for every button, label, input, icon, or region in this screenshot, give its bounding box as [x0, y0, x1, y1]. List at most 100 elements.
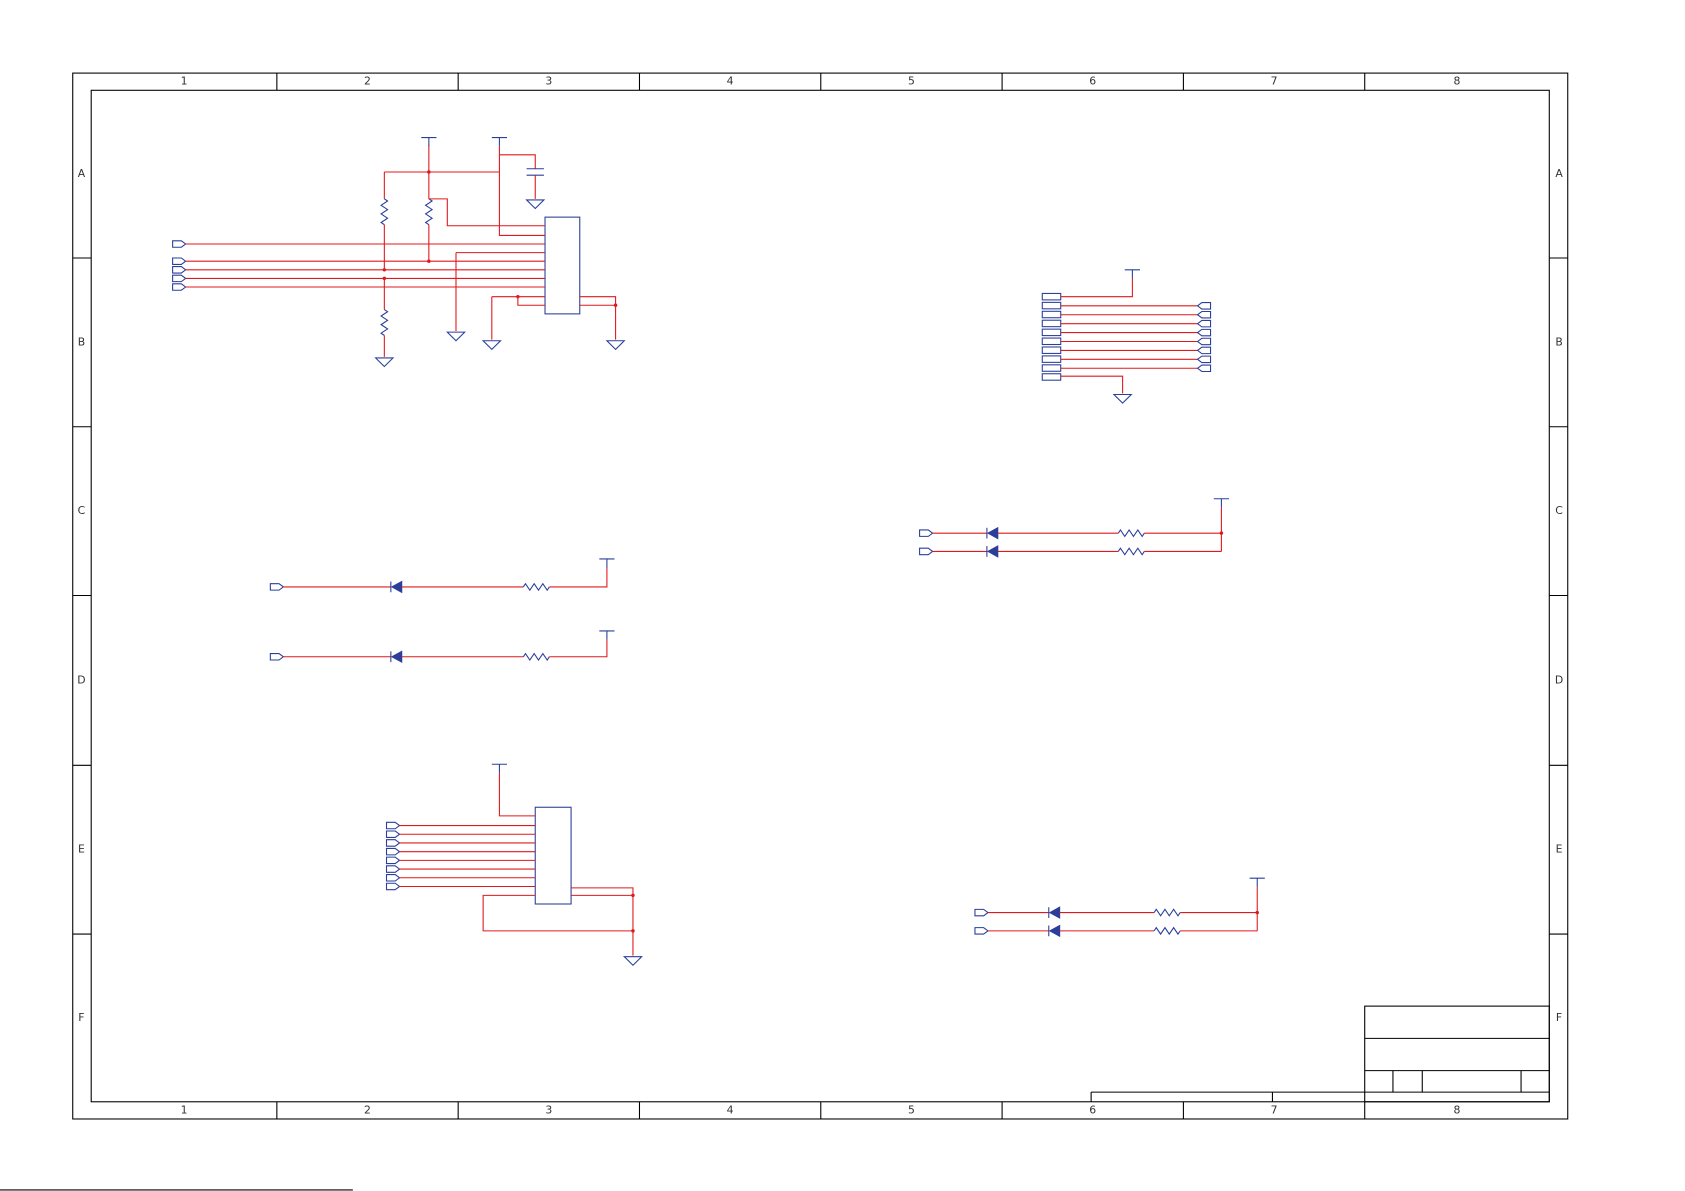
diode [986, 545, 999, 558]
ic [544, 216, 581, 315]
ground [481, 340, 502, 351]
column-label: 6 [1089, 75, 1096, 88]
title-frame [1364, 1005, 1550, 1103]
column-label: 8 [1454, 1103, 1461, 1116]
port [1196, 319, 1212, 328]
junction [1219, 531, 1224, 535]
power [491, 763, 508, 773]
port [172, 274, 187, 283]
resistor [522, 652, 550, 661]
ground [374, 357, 395, 368]
outer-border [72, 72, 1569, 1120]
port [385, 882, 401, 891]
column-label: 5 [908, 75, 915, 88]
column-label: 6 [1089, 1103, 1096, 1116]
connector-pin [1041, 364, 1062, 372]
diode [1048, 924, 1061, 938]
port [172, 240, 187, 248]
connector-pin [1041, 346, 1062, 354]
port [1196, 328, 1212, 337]
port [1196, 310, 1212, 319]
wire [498, 146, 546, 236]
resistor [1153, 908, 1181, 917]
row-label: B [78, 335, 85, 348]
port [269, 583, 285, 591]
wire [579, 296, 617, 340]
row-label: E [1556, 843, 1563, 856]
row-label: D [77, 673, 85, 686]
row-label: F [78, 1011, 84, 1024]
wire [1060, 375, 1124, 394]
column-label: 3 [545, 1103, 552, 1116]
port [974, 908, 989, 917]
port [172, 283, 187, 291]
wire [498, 772, 536, 817]
port [919, 529, 934, 537]
port [1196, 355, 1212, 364]
column-label: 3 [545, 75, 552, 88]
resistor [424, 198, 434, 226]
connector-pin [1041, 355, 1062, 363]
port [1196, 302, 1212, 310]
port [385, 874, 401, 882]
column-label: 1 [181, 1103, 188, 1116]
diode [390, 650, 403, 664]
wire [428, 198, 546, 227]
port [385, 865, 401, 873]
resistor [522, 582, 550, 592]
diode [390, 580, 403, 594]
resistor [380, 309, 389, 336]
ic [534, 806, 572, 905]
ground [525, 199, 546, 210]
junction [427, 259, 431, 263]
resistor [1153, 926, 1181, 936]
power [1249, 877, 1265, 887]
column-label: 4 [727, 75, 734, 88]
column-label: 5 [908, 1103, 915, 1116]
row-label: A [78, 167, 86, 180]
ground [605, 340, 626, 351]
port [172, 257, 187, 265]
column-label: 7 [1271, 75, 1278, 88]
column-label: 1 [181, 75, 188, 88]
junction [516, 294, 520, 299]
port [385, 847, 401, 856]
resistor [380, 198, 389, 226]
row-label: E [78, 843, 85, 856]
power [1213, 498, 1230, 508]
connector-pin [1041, 292, 1062, 301]
resistor [1117, 528, 1145, 538]
junction [382, 268, 387, 272]
connector-pin [1041, 310, 1062, 319]
power [491, 137, 508, 147]
port [974, 927, 989, 935]
title-block [1090, 1005, 1550, 1103]
connector-pin [1041, 301, 1062, 310]
inner-border [90, 89, 1550, 1103]
port [385, 830, 401, 838]
column-label: 2 [364, 75, 371, 88]
junction [382, 276, 387, 281]
row-label: C [78, 504, 86, 517]
port [1196, 337, 1212, 346]
ground [1112, 393, 1133, 404]
wire [571, 887, 634, 956]
junction [427, 170, 431, 174]
row-label: D [1555, 673, 1563, 686]
port [1196, 364, 1212, 373]
row-label: A [1555, 167, 1563, 180]
connector-pin [1041, 319, 1062, 328]
wire [482, 894, 633, 932]
connector-pin [1041, 373, 1062, 381]
port [1196, 346, 1212, 355]
column-label: 2 [364, 1103, 371, 1116]
wire [1060, 278, 1133, 298]
row-label: F [1556, 1011, 1562, 1024]
port [385, 856, 401, 865]
power [421, 137, 437, 147]
junction [1255, 910, 1259, 915]
power [599, 558, 615, 568]
row-label: B [1555, 335, 1562, 348]
